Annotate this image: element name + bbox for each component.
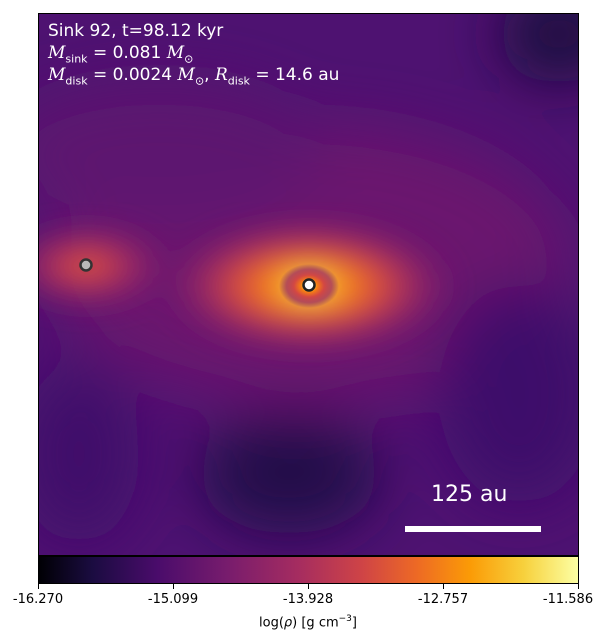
colorbar-tick-label: -11.586 [542,592,594,607]
colorbar-tick-label: -15.099 [147,592,199,607]
colorbar-tick-label: -13.928 [282,592,334,607]
colorbar-tick [38,584,39,589]
density-map-panel: Sink 92, t=98.12 kyr Msink = 0.081 M⊙ Md… [38,13,579,556]
density-image [39,14,578,555]
secondary-sink-marker [79,258,93,272]
colorbar-tick [578,584,579,589]
colorbar-label: log(ρ) [g cm−3] [259,614,357,631]
sink-title: Sink 92, t=98.12 kyr [48,21,224,41]
colorbar-tick [173,584,174,589]
primary-sink-marker [302,278,316,292]
colorbar-tick-label: -12.757 [417,592,469,607]
colorbar [38,556,579,584]
sink-mass-text: Msink = 0.081 M⊙ [48,43,194,66]
disk-info-text: Mdisk = 0.0024 M⊙, Rdisk = 14.6 au [48,65,340,88]
colorbar-tick [443,584,444,589]
colorbar-tick-label: -16.270 [12,592,64,607]
scale-bar [405,526,541,532]
colorbar-tick [308,584,309,589]
scale-bar-label: 125 au [431,482,508,507]
